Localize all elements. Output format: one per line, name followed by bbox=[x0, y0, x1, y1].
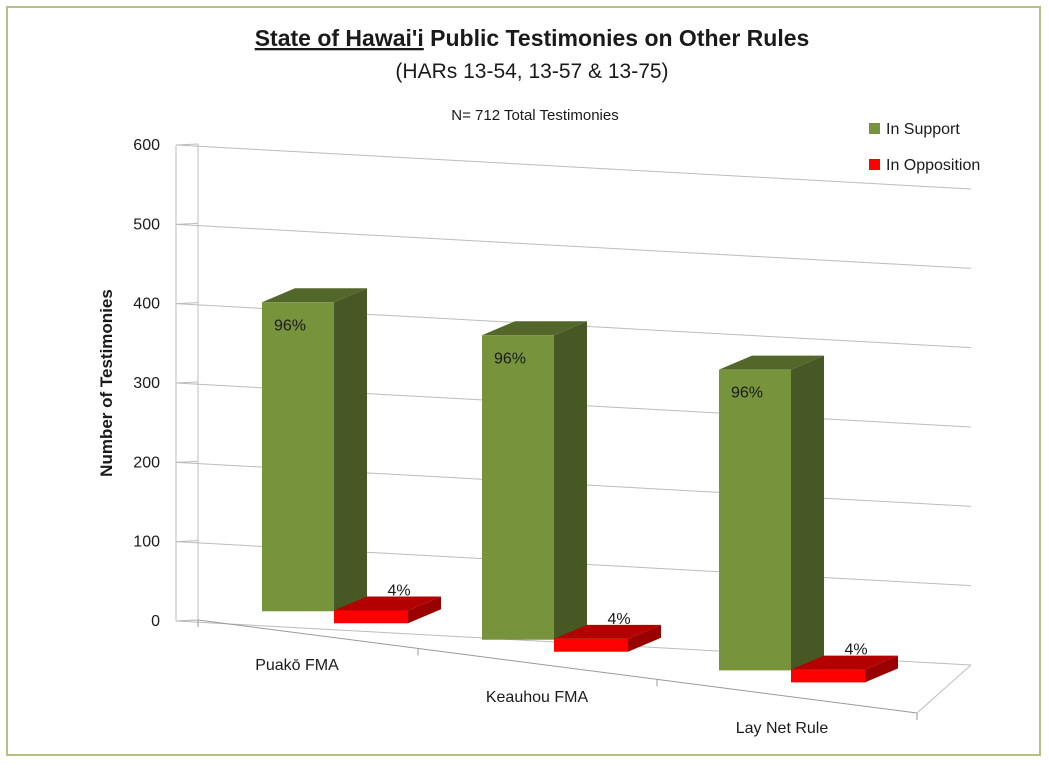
bar-in-support-lay-net-rule-side bbox=[791, 355, 824, 671]
bar-in-opposition-lay-net-rule bbox=[791, 655, 898, 683]
x-tick-label-puako-fma: Puakō FMA bbox=[255, 657, 339, 674]
bar-in-opposition-keauhou-fma bbox=[554, 624, 661, 652]
gridline-side-600 bbox=[175, 143, 199, 146]
data-label-in-support-lay-net-rule: 96% bbox=[731, 385, 763, 402]
axes bbox=[175, 144, 972, 720]
gridline-600 bbox=[175, 144, 972, 190]
bar-in-opposition-lay-net-rule-top bbox=[791, 655, 898, 670]
bar-in-opposition-lay-net-rule-side bbox=[865, 655, 898, 683]
bar-in-support-lay-net-rule-top bbox=[719, 355, 824, 370]
bar-in-support-keauhou-fma-top bbox=[482, 321, 587, 336]
data-label-in-support-puako-fma: 96% bbox=[274, 317, 306, 334]
y-tick-label-500: 500 bbox=[133, 216, 160, 233]
y-tick-label-100: 100 bbox=[133, 534, 160, 551]
chart-annotation: N= 712 Total Testimonies bbox=[451, 107, 618, 124]
bar-in-support-puako-fma-side bbox=[334, 288, 367, 612]
data-label-in-opposition-lay-net-rule: 4% bbox=[844, 642, 867, 659]
bar-in-support-keauhou-fma-side bbox=[554, 321, 587, 640]
bar-in-opposition-puako-fma-side bbox=[408, 596, 441, 624]
bar-in-support-puako-fma-front bbox=[262, 302, 334, 612]
gridline-side-400 bbox=[175, 302, 199, 305]
gridline-side-100 bbox=[175, 540, 199, 543]
y-tick-label-400: 400 bbox=[133, 296, 160, 313]
x-tick-label-lay-net-rule: Lay Net Rule bbox=[736, 720, 829, 737]
y-tick-label-300: 300 bbox=[133, 375, 160, 392]
data-label-in-opposition-puako-fma: 4% bbox=[387, 582, 410, 599]
chart-subtitle: (HARs 13-54, 13-57 & 13-75) bbox=[395, 60, 668, 83]
floor-right-edge bbox=[916, 664, 972, 714]
y-tick-label-600: 600 bbox=[133, 137, 160, 154]
bar-in-support-keauhou-fma bbox=[482, 321, 587, 640]
bar-in-support-puako-fma bbox=[262, 288, 367, 612]
bar-in-support-lay-net-rule-front bbox=[719, 369, 791, 671]
data-label-in-opposition-keauhou-fma: 4% bbox=[607, 611, 630, 628]
bar-in-support-keauhou-fma-front bbox=[482, 335, 554, 640]
gridline-side-300 bbox=[175, 381, 199, 384]
gridline-side-200 bbox=[175, 460, 199, 463]
bars bbox=[262, 288, 898, 683]
bar-in-opposition-puako-fma-top bbox=[334, 596, 441, 611]
labels: 0 100 200 300 400 500 600 Puakō FMA Keauhou FMA L… bbox=[133, 137, 867, 737]
legend-swatch-in-support bbox=[869, 123, 880, 134]
legend-label-in-support: In Support bbox=[886, 121, 960, 138]
x-tick-label-keauhou-fma: Keauhou FMA bbox=[486, 689, 589, 706]
legend-swatch-in-opposition bbox=[869, 159, 880, 170]
legend: In Support In Opposition bbox=[869, 121, 980, 174]
x-axis-line bbox=[197, 619, 918, 714]
y-tick-label-0: 0 bbox=[151, 613, 160, 630]
chart-title-underlined: State of Hawai'i bbox=[255, 25, 424, 51]
gridline-side-500 bbox=[175, 222, 199, 225]
chart-title-rest: Public Testimonies on Other Rules bbox=[424, 25, 810, 51]
bar-in-opposition-keauhou-fma-top bbox=[554, 624, 661, 639]
bar-in-support-lay-net-rule bbox=[719, 355, 824, 671]
legend-label-in-opposition: In Opposition bbox=[886, 157, 980, 174]
y-tick-label-200: 200 bbox=[133, 454, 160, 471]
y-axis-label: Number of Testimonies bbox=[97, 289, 116, 477]
bar-in-opposition-lay-net-rule-front bbox=[791, 669, 865, 683]
bar-in-opposition-keauhou-fma-front bbox=[554, 638, 628, 652]
chart-title: State of Hawai'i Public Testimonies on O… bbox=[255, 25, 810, 51]
bar-in-opposition-puako-fma bbox=[334, 596, 441, 624]
floor-left-edge bbox=[175, 619, 199, 622]
bar-in-opposition-keauhou-fma-side bbox=[628, 624, 661, 652]
data-label-in-support-keauhou-fma: 96% bbox=[494, 350, 526, 367]
bar-in-support-puako-fma-top bbox=[262, 288, 367, 303]
gridline-500 bbox=[175, 223, 972, 269]
bar-in-opposition-puako-fma-front bbox=[334, 610, 408, 624]
